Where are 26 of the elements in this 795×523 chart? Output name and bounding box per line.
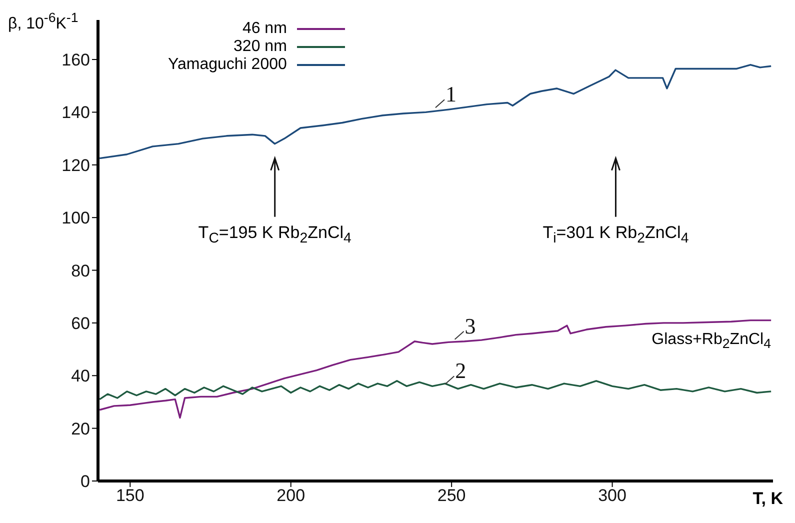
- legend-label: 46 nm: [242, 20, 287, 38]
- x-axis-title: T, K: [752, 489, 783, 509]
- annotation: 1: [446, 82, 456, 107]
- x-tick-label: 150: [116, 486, 144, 506]
- line-series: [98, 319, 772, 419]
- y-axis-title: β, 10$^{-6}$K$^{-1}$: [8, 10, 78, 34]
- annotation: Glass+Rb$_{2}$ZnCl$_{4}$: [652, 330, 771, 351]
- y-tick-label: 20: [71, 419, 90, 438]
- y-tick-label: 80: [71, 261, 90, 280]
- annotation: T$_{i}$=301 K Rb$_{2}$ZnCl$_{4}$: [542, 222, 689, 246]
- y-tick-label: 60: [71, 314, 90, 333]
- y-tick-label: 140: [62, 103, 90, 122]
- annotation: T$_{C}$=195 K Rb$_{2}$ZnCl$_{4}$: [198, 222, 352, 246]
- line-series: [98, 380, 772, 400]
- y-tick-label: 120: [62, 156, 90, 175]
- y-tick-label: 40: [71, 366, 90, 386]
- x-tick-label: 250: [437, 486, 466, 506]
- annotation: 3: [464, 313, 476, 338]
- x-tick-label: 200: [276, 486, 306, 506]
- y-tick-label: 0: [80, 472, 90, 492]
- y-tick-label: 100: [62, 208, 90, 228]
- annotation: 2: [455, 358, 466, 384]
- legend-label: 320 nm: [234, 38, 287, 56]
- y-tick-label: 160: [62, 50, 90, 70]
- x-tick-label: 300: [598, 486, 626, 506]
- legend-label: Yamaguchi 2000: [168, 56, 287, 74]
